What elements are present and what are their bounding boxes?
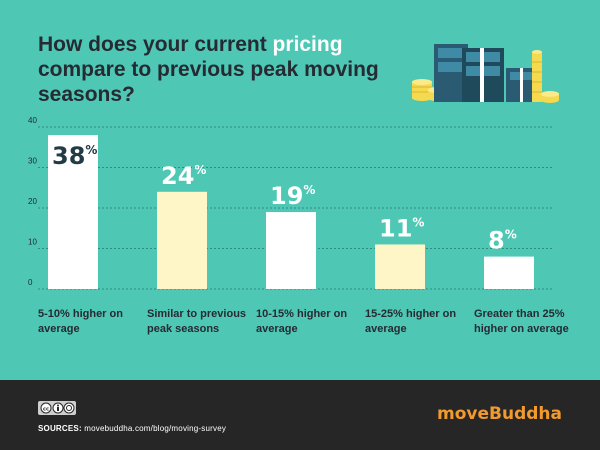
sources-label: SOURCES: xyxy=(38,424,82,433)
bar-chart: 0 10 20 30 40 38% 24% 19% 11% 8% xyxy=(28,116,552,290)
money-stacks-illustration-icon xyxy=(412,44,559,103)
bar xyxy=(157,191,207,289)
bar xyxy=(375,244,425,289)
y-tick-label: 0 xyxy=(28,278,33,287)
logo-move: move xyxy=(437,404,490,424)
category-label: Greater than 25% higher on average xyxy=(474,308,569,335)
svg-text:cc: cc xyxy=(43,407,49,413)
category-label: 5-10% higher on average xyxy=(38,308,123,335)
y-tick-label: 40 xyxy=(28,116,37,125)
bar-value-label: 24% xyxy=(161,162,206,190)
bar xyxy=(484,256,534,289)
bar-value-label: 8% xyxy=(488,227,517,255)
y-tick-label: 30 xyxy=(28,157,37,166)
y-tick-label: 10 xyxy=(28,238,37,247)
bar xyxy=(266,212,316,289)
bar-value-label: 38% xyxy=(52,142,97,170)
footer xyxy=(0,380,600,450)
category-label: Similar to previous peak seasons xyxy=(147,308,247,335)
title-highlight: pricing xyxy=(272,33,343,56)
bar-value-label: 19% xyxy=(270,182,315,210)
bar-value-label: 11% xyxy=(379,214,424,242)
creative-commons-icon: cc xyxy=(38,401,76,415)
movebuddha-logo: moveBuddha xyxy=(437,404,562,424)
sources-link[interactable]: movebuddha.com/blog/moving-survey xyxy=(84,424,227,433)
bar xyxy=(48,135,98,289)
category-label: 15-25% higher on average xyxy=(365,308,457,335)
sources-line: SOURCES: movebuddha.com/blog/moving-surv… xyxy=(38,424,226,433)
logo-buddha: Buddha xyxy=(489,404,562,424)
category-label: 10-15% higher on average xyxy=(256,308,348,335)
title-part-2: compare to previous peak moving seasons? xyxy=(38,58,379,106)
chart-title: How does your current pricing compare to… xyxy=(38,32,398,107)
y-tick-label: 20 xyxy=(28,197,37,206)
title-part-1: How does your current xyxy=(38,33,273,56)
